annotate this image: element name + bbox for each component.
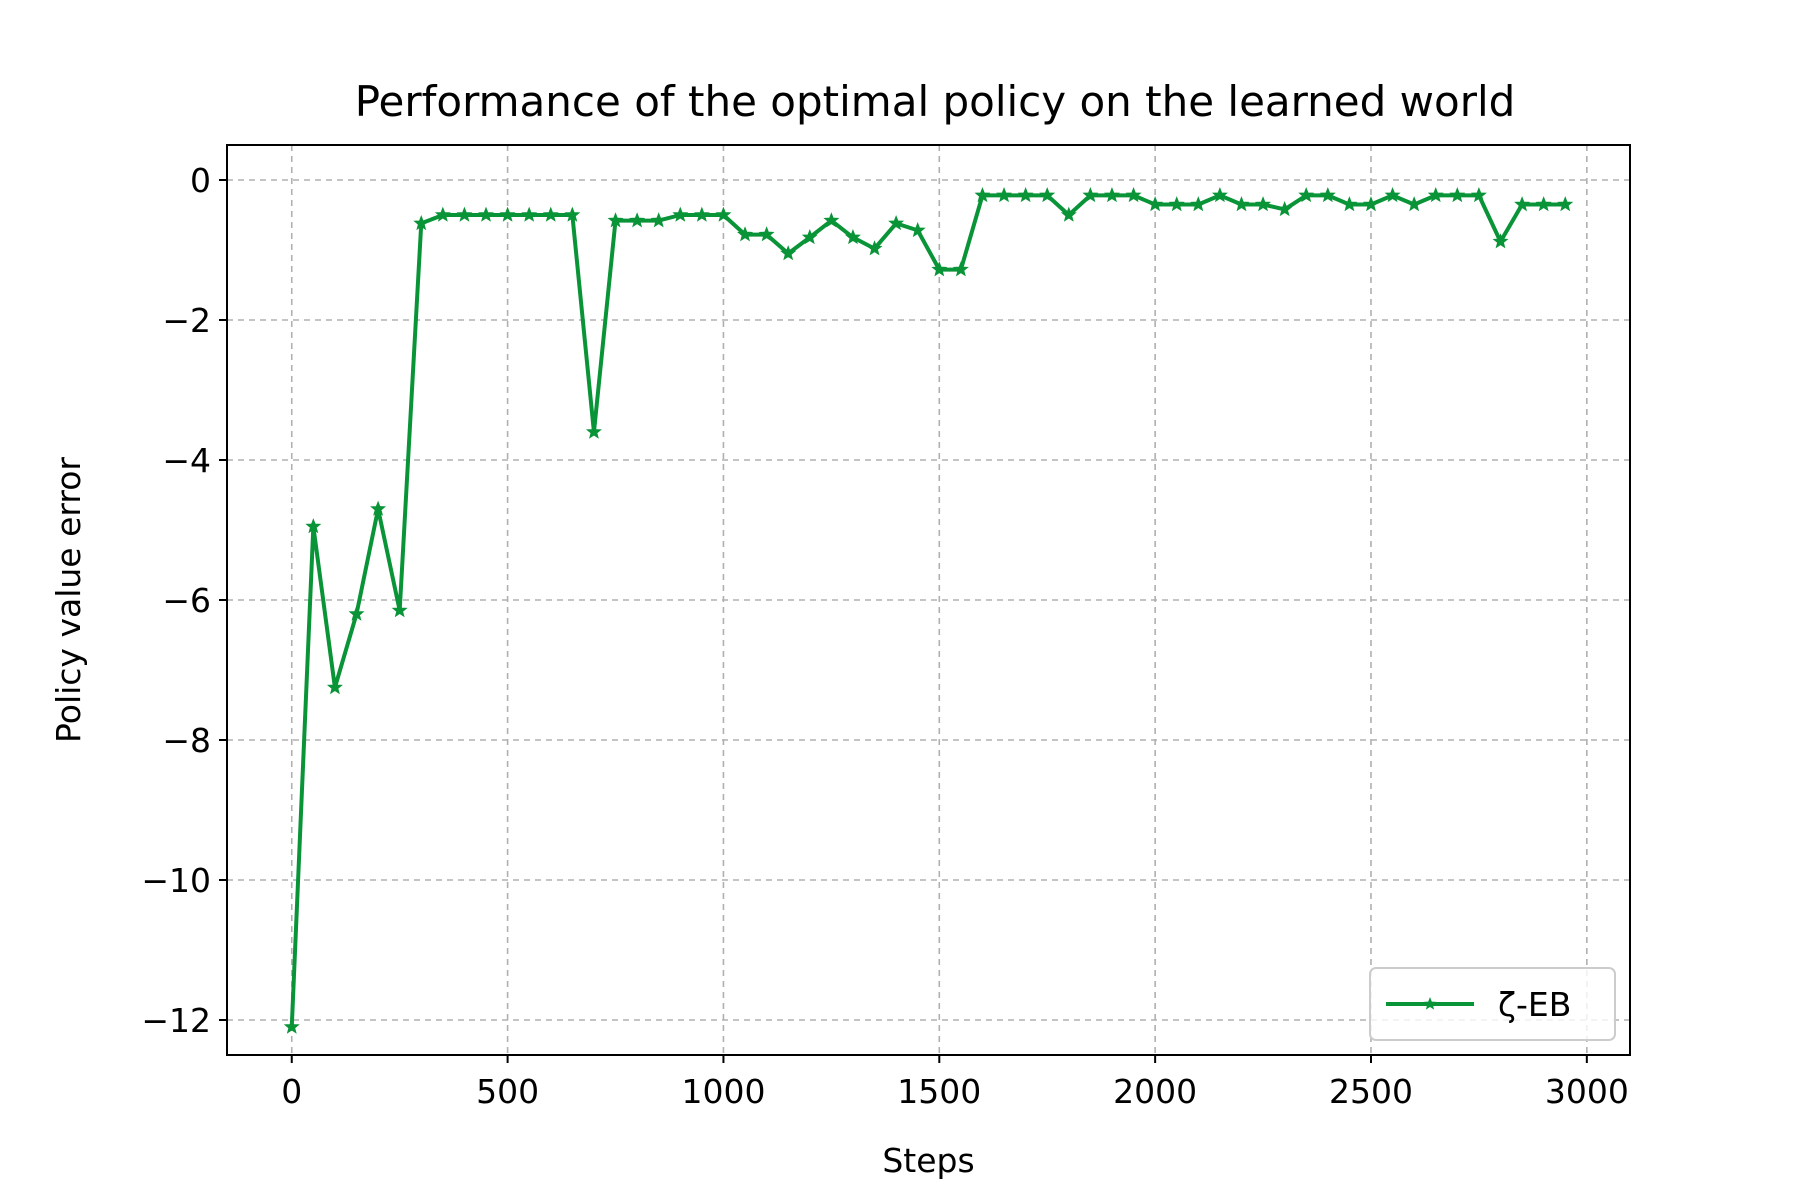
data-point (521, 206, 538, 222)
legend-marker (1423, 997, 1437, 1010)
data-point (737, 226, 754, 242)
data-point (1103, 187, 1120, 203)
data-point (1276, 201, 1293, 217)
y-tick-label: −4 (162, 441, 211, 480)
x-tick-label: 500 (476, 1072, 539, 1111)
x-axis-label: Steps (882, 1141, 974, 1180)
data-point (1017, 187, 1034, 203)
x-tick-label: 0 (281, 1072, 302, 1111)
data-point (974, 187, 991, 203)
x-tick-label: 2000 (1113, 1072, 1197, 1111)
data-point (1082, 187, 1099, 203)
y-tick-label: 0 (190, 161, 211, 200)
data-point (542, 206, 559, 222)
series-layer (283, 187, 1574, 1034)
data-point (1298, 187, 1315, 203)
data-point (1190, 196, 1207, 212)
data-point (564, 206, 581, 222)
data-point (1039, 187, 1056, 203)
data-point (909, 222, 926, 238)
data-point (1492, 233, 1509, 249)
data-point (715, 206, 732, 222)
data-point (1449, 187, 1466, 203)
data-point (650, 212, 667, 228)
data-point (758, 226, 775, 242)
data-point (585, 423, 602, 439)
data-point (931, 261, 948, 277)
data-point (844, 229, 861, 245)
x-tick-label: 2500 (1329, 1072, 1413, 1111)
data-point (693, 206, 710, 222)
x-tick-label: 1500 (897, 1072, 981, 1111)
legend-label: ζ-EB (1498, 985, 1571, 1024)
data-point (629, 212, 646, 228)
x-tick-label: 3000 (1545, 1072, 1629, 1111)
data-point (1125, 187, 1142, 203)
data-point (888, 215, 905, 231)
axis-ticks: 0 500 1000 1500 2000 2500 3000 0 −2 −4 −6 −8 −10 −12 (141, 161, 1628, 1111)
data-point (607, 212, 624, 228)
data-point (1406, 196, 1423, 212)
data-point (1060, 206, 1077, 222)
data-point (1470, 187, 1487, 203)
data-point (348, 605, 365, 621)
data-point (1147, 196, 1164, 212)
plot-frame (226, 144, 1631, 1056)
data-point (326, 679, 343, 695)
y-tick-label: −12 (141, 1001, 211, 1040)
y-tick-label: −2 (162, 301, 211, 340)
data-point (1341, 196, 1358, 212)
data-point (996, 187, 1013, 203)
data-point (823, 212, 840, 228)
x-tick-label: 1000 (681, 1072, 765, 1111)
data-point (866, 240, 883, 256)
data-point (413, 215, 430, 231)
data-point (456, 206, 473, 222)
data-point (391, 602, 408, 618)
data-point (370, 500, 387, 516)
data-point (1233, 196, 1250, 212)
data-point (305, 518, 322, 534)
legend-box (1369, 967, 1616, 1041)
data-point (1168, 196, 1185, 212)
data-point (1384, 187, 1401, 203)
data-point (1319, 187, 1336, 203)
data-point (1255, 196, 1272, 212)
legend: ζ-EB (1369, 967, 1616, 1041)
data-point (1557, 196, 1574, 212)
data-point (1427, 187, 1444, 203)
data-point (1535, 196, 1552, 212)
data-point (952, 261, 969, 277)
data-point (672, 206, 689, 222)
data-point (283, 1018, 300, 1034)
data-point (478, 206, 494, 222)
data-point (1514, 196, 1531, 212)
y-tick-label: −6 (162, 581, 211, 620)
data-point (1363, 196, 1379, 212)
chart-title: Performance of the optimal policy on the… (355, 77, 1516, 126)
y-tick-label: −10 (141, 861, 211, 900)
y-axis-label: Policy value error (49, 457, 88, 743)
y-tick-label: −8 (162, 721, 211, 760)
data-point (499, 206, 516, 222)
data-point (434, 206, 451, 222)
data-point (780, 245, 797, 261)
data-point (1211, 187, 1228, 203)
data-point (801, 229, 818, 245)
